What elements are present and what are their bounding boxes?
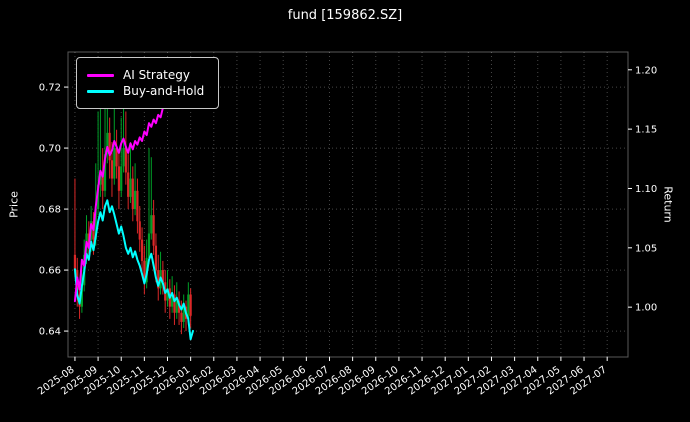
- tick-marks: [64, 69, 632, 361]
- right-tick-label: 1.10: [635, 184, 657, 195]
- right-tick-label: 1.05: [635, 243, 657, 254]
- left-tick-label: 0.72: [39, 83, 61, 94]
- chart-title: fund [159862.SZ]: [287, 8, 403, 23]
- right-tick-label: 1.20: [635, 65, 657, 76]
- series-line-buy-and-hold: [73, 199, 194, 341]
- right-tick-label: 1.15: [635, 125, 657, 136]
- left-tick-label: 0.68: [39, 205, 61, 216]
- legend: AI Strategy Buy-and-Hold: [76, 57, 220, 109]
- grid-layer: [68, 52, 628, 357]
- legend-label-buy-and-hold: Buy-and-Hold: [123, 84, 205, 98]
- left-tick-label: 0.64: [39, 327, 61, 338]
- series-line-ai-strategy: [73, 98, 169, 303]
- left-tick-label: 0.70: [39, 144, 61, 155]
- tick-labels: 0.64 0.66 0.68 0.70 0.72 1.00 1.05 1.10 1.15 1.20…: [36, 65, 657, 397]
- buy-and-hold-line-swatch: [87, 89, 114, 93]
- legend-label-ai-strategy: AI Strategy: [123, 68, 190, 82]
- legend-item-buy-and-hold: Buy-and-Hold: [87, 85, 204, 97]
- plot-frame: [67, 51, 629, 358]
- legend-item-ai-strategy: AI Strategy: [87, 69, 204, 81]
- right-axis-label: Return: [661, 186, 675, 223]
- right-tick-label: 1.00: [635, 303, 657, 314]
- left-axis-label: Price: [7, 191, 21, 218]
- left-tick-label: 0.66: [39, 266, 61, 277]
- ai-strategy-line-swatch: [87, 73, 114, 77]
